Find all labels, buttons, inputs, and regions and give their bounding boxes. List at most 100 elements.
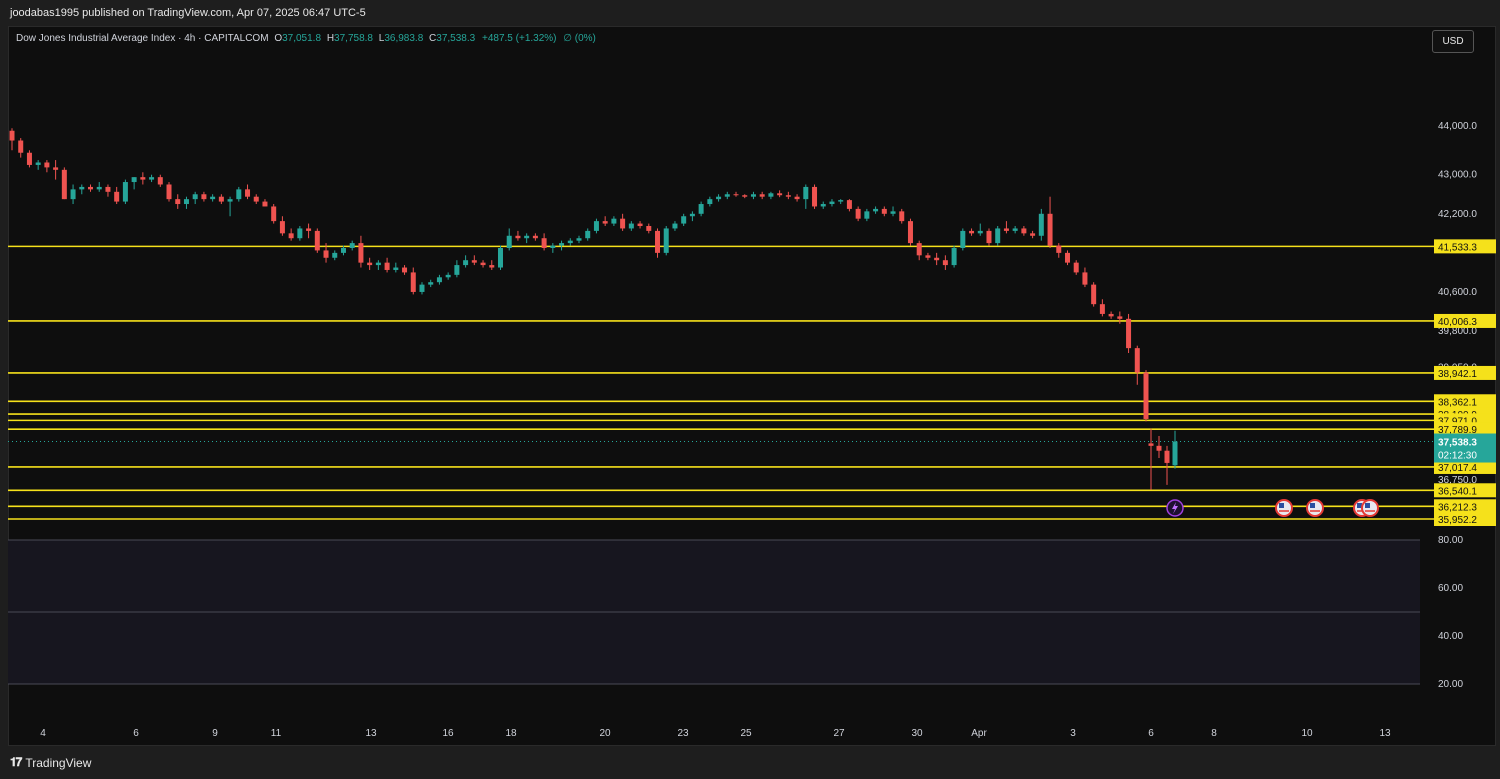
candle-body bbox=[768, 193, 774, 197]
candle-body bbox=[794, 196, 800, 200]
candle-body bbox=[820, 204, 826, 207]
candle-body bbox=[70, 189, 76, 200]
candle-body bbox=[393, 267, 399, 270]
candle-body bbox=[88, 186, 94, 190]
time-tick-label: 25 bbox=[740, 728, 752, 739]
candle-body bbox=[1091, 284, 1097, 305]
candle-body bbox=[1021, 228, 1027, 234]
candle-body bbox=[149, 177, 155, 180]
candle-body bbox=[140, 177, 146, 180]
candle-body bbox=[742, 195, 748, 197]
candle-body bbox=[1030, 233, 1036, 236]
candle-body bbox=[995, 228, 1001, 244]
price-chart[interactable]: 44,000.0 43,000.0 42,200.0 40,600.0 39,800.0… bbox=[8, 26, 1496, 746]
candle-body bbox=[61, 169, 67, 200]
candle-body bbox=[550, 245, 556, 248]
indicator-tick-label: 40.00 bbox=[1438, 631, 1463, 642]
candle-body bbox=[899, 211, 905, 222]
candle-body bbox=[236, 189, 242, 200]
candle-body bbox=[663, 228, 669, 253]
candle-body bbox=[812, 186, 818, 207]
candle-body bbox=[829, 201, 835, 205]
price-tick-label: 43,000.0 bbox=[1438, 170, 1477, 181]
candle-body bbox=[271, 206, 277, 222]
candle-body bbox=[332, 252, 338, 258]
candle-body bbox=[890, 211, 896, 214]
candle-body bbox=[375, 262, 381, 266]
time-axis: 4 6 9 11 13 16 18 20 23 25 27 30 Apr 3 6 8 10 13 bbox=[40, 728, 1391, 739]
time-tick-label: 10 bbox=[1301, 728, 1313, 739]
candle-body bbox=[340, 247, 346, 253]
horizontal-levels bbox=[8, 245, 1496, 520]
level-label: 38,942.1 bbox=[1438, 369, 1477, 380]
symbol-legend: Dow Jones Industrial Average Index · 4h … bbox=[16, 33, 596, 44]
currency-button[interactable]: USD bbox=[1432, 30, 1474, 53]
candle-body bbox=[681, 216, 687, 224]
candle-body bbox=[942, 260, 948, 266]
candle-body bbox=[716, 196, 722, 200]
candle-body bbox=[201, 194, 207, 200]
candle-body bbox=[689, 213, 695, 217]
time-tick-label: 23 bbox=[677, 728, 689, 739]
publish-bar: joodabas1995 published on TradingView.co… bbox=[0, 0, 1500, 26]
candle-body bbox=[846, 200, 852, 209]
tradingview-logo-text: TradingView bbox=[25, 755, 92, 770]
us-flag-canton bbox=[1365, 503, 1370, 508]
level-label-box bbox=[1434, 365, 1496, 380]
candle-body bbox=[1047, 213, 1053, 246]
change-value: +487.5 (+1.32%) bbox=[482, 33, 557, 44]
candle-body bbox=[707, 199, 713, 205]
time-tick-label: 13 bbox=[1379, 728, 1391, 739]
tradingview-logo-icon: 𝟏𝟕 bbox=[10, 755, 22, 769]
candle-body bbox=[759, 194, 765, 197]
candle-body bbox=[646, 226, 652, 231]
candle-body bbox=[934, 257, 940, 261]
candle-body bbox=[672, 223, 678, 229]
candle-body bbox=[1064, 252, 1070, 263]
candle-body bbox=[419, 284, 425, 292]
candle-body bbox=[210, 196, 216, 200]
time-tick-label: 4 bbox=[40, 728, 46, 739]
candle-body bbox=[454, 265, 460, 275]
time-tick-label: 6 bbox=[133, 728, 139, 739]
candle-body bbox=[410, 272, 416, 292]
candle-body bbox=[1126, 318, 1132, 349]
candle-body bbox=[436, 277, 442, 283]
candle-body bbox=[96, 186, 102, 190]
candle-body bbox=[114, 191, 120, 202]
price-tick-label: 40,600.0 bbox=[1438, 287, 1477, 298]
candle-body bbox=[262, 201, 268, 207]
candle-body bbox=[1143, 372, 1149, 419]
candle-body bbox=[279, 221, 285, 234]
level-label: 37,789.9 bbox=[1438, 425, 1477, 436]
time-tick-label: 30 bbox=[911, 728, 923, 739]
high-value: 37,758.8 bbox=[334, 33, 373, 44]
candles bbox=[9, 128, 1178, 490]
candle-body bbox=[183, 199, 189, 205]
level-label-box bbox=[1434, 512, 1496, 526]
level-label: 40,006.3 bbox=[1438, 317, 1477, 328]
level-label-box bbox=[1434, 499, 1496, 514]
open-label: O bbox=[274, 33, 283, 44]
price-axis: 44,000.0 43,000.0 42,200.0 40,600.0 39,800.0… bbox=[8, 121, 1496, 690]
level-label-box bbox=[1434, 459, 1496, 474]
level-label-box bbox=[1434, 422, 1496, 437]
candle-body bbox=[750, 194, 756, 197]
candle-body bbox=[175, 199, 181, 205]
level-label-box bbox=[1434, 483, 1496, 498]
candle-body bbox=[1038, 213, 1044, 236]
indicator-tick-label: 20.00 bbox=[1438, 679, 1463, 690]
low-value: 36,983.8 bbox=[384, 33, 424, 44]
candle-body bbox=[122, 182, 128, 202]
candle-body bbox=[79, 186, 85, 190]
symbol-name: Dow Jones Industrial Average Index · 4h … bbox=[16, 33, 269, 44]
event-markers bbox=[1166, 499, 1379, 517]
time-tick-label: 20 bbox=[599, 728, 611, 739]
price-tick-label: 42,200.0 bbox=[1438, 209, 1477, 220]
candle-body bbox=[402, 267, 408, 273]
tradingview-logo[interactable]: 𝟏𝟕 TradingView bbox=[10, 755, 91, 770]
candle-body bbox=[785, 195, 791, 197]
candle-body bbox=[358, 243, 364, 263]
candle-body bbox=[1056, 245, 1062, 253]
level-label: 35,952.2 bbox=[1438, 515, 1477, 526]
